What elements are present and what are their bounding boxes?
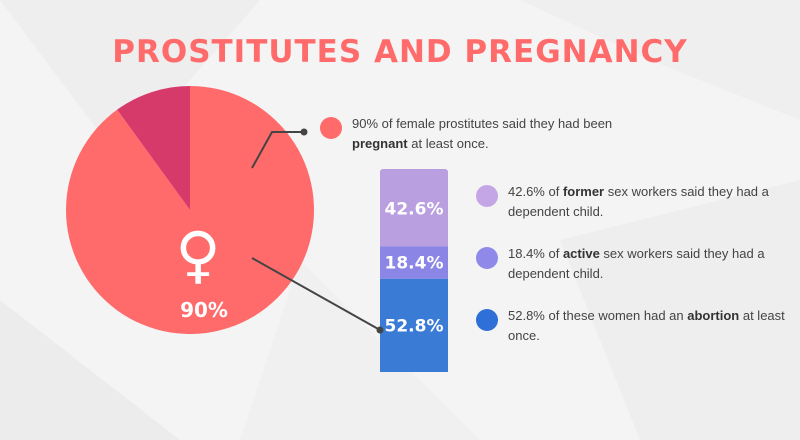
active-dot-icon: [476, 247, 498, 269]
note-former-text: 42.6% of former sex workers said they ha…: [508, 182, 798, 221]
connector-abortion-end: [376, 326, 384, 334]
connector-abortion: [251, 257, 381, 331]
pie-slice-label-pregnant: 90%: [180, 298, 228, 322]
note-active: 18.4% of active sex workers said they ha…: [476, 244, 798, 283]
note-pregnant-bold: pregnant: [352, 135, 408, 151]
bar-top-cap: [380, 169, 448, 175]
note-active-pre: 18.4% of: [508, 246, 563, 261]
former-dot-icon: [476, 185, 498, 207]
stacked-bar: 42.6% 18.4% 52.8%: [380, 169, 448, 372]
pregnant-dot-icon: [320, 117, 342, 139]
note-active-post: sex workers said they had a dependent ch…: [508, 246, 765, 281]
bar-segment-active: [380, 246, 448, 279]
note-pregnant-text: 90% of female prostitutes said they had …: [352, 114, 652, 153]
note-abortion-pre: 52.8% of these women had an: [508, 308, 688, 323]
pie-slice-not-pregnant: [117, 86, 190, 210]
note-former-post: sex workers said they had a dependent ch…: [508, 184, 769, 219]
note-abortion: 52.8% of these women had an abortion at …: [476, 306, 798, 345]
note-pregnant-post: at least once.: [407, 135, 489, 151]
page-title: PROSTITUTES AND PREGNANCY: [112, 34, 688, 70]
connector-pregnant-end: [300, 128, 308, 136]
note-active-bold: active: [562, 246, 600, 261]
note-active-text: 18.4% of active sex workers said they ha…: [508, 244, 798, 283]
connector-pregnant: [251, 131, 304, 169]
bar-segment-former: [380, 171, 448, 247]
connector-lines: [251, 128, 384, 334]
bar-segment-abortion: [380, 278, 448, 372]
abortion-dot-icon: [476, 309, 498, 331]
note-abortion-text: 52.8% of these women had an abortion at …: [508, 306, 798, 345]
bar-label-active: 18.4%: [385, 253, 444, 273]
bar-label-former: 42.6%: [385, 200, 444, 220]
note-former: 42.6% of former sex workers said they ha…: [476, 182, 798, 221]
note-former-bold: former: [562, 184, 605, 199]
bar-label-abortion: 52.8%: [385, 316, 444, 336]
female-symbol-icon: ♀: [175, 218, 220, 291]
note-pregnant-pre: 90% of female prostitutes said they had …: [352, 116, 613, 131]
pie-chart: ♀ 90%: [65, 86, 315, 334]
note-abortion-post: at least once.: [508, 308, 785, 343]
note-pregnant: 90% of female prostitutes said they had …: [320, 114, 652, 153]
note-abortion-bold: abortion: [687, 308, 740, 323]
note-former-pre: 42.6% of: [508, 184, 563, 199]
